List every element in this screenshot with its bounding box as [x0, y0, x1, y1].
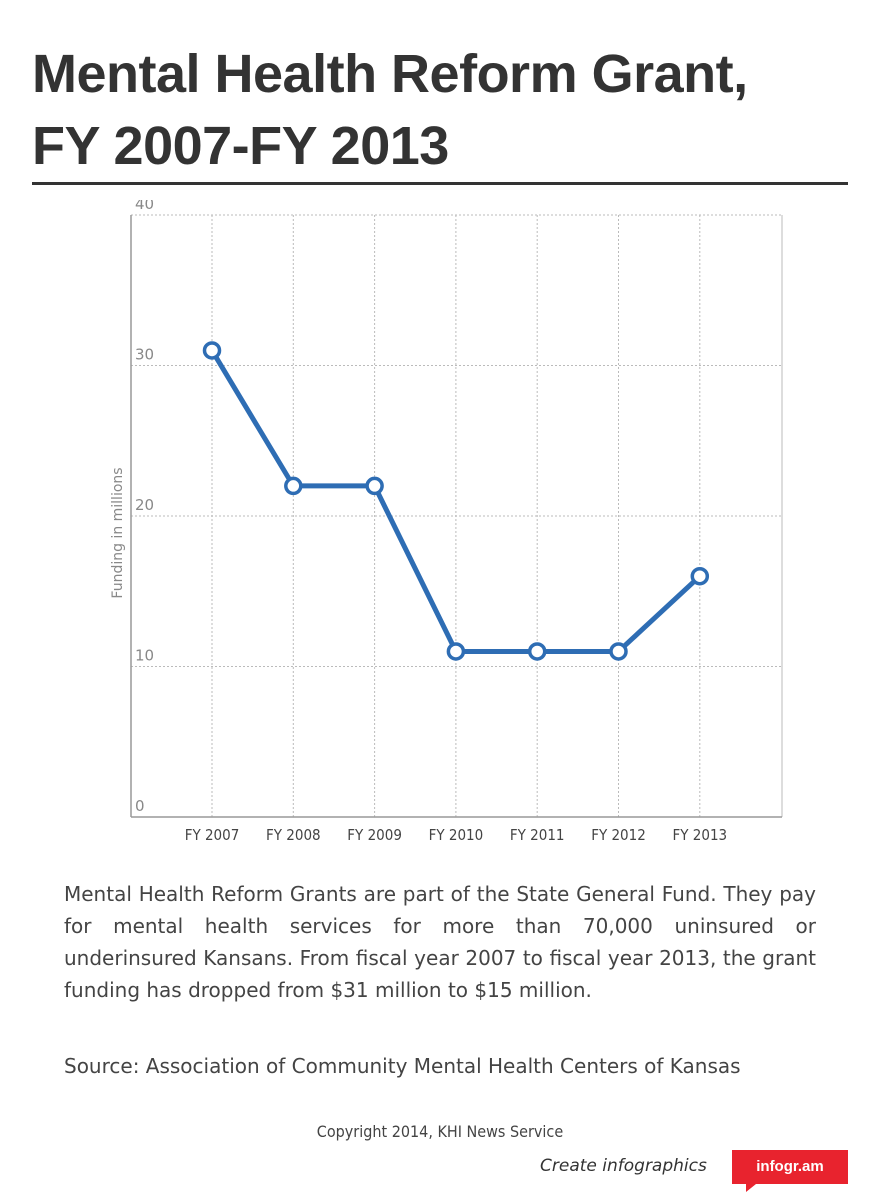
y-axis-label: Funding in millions: [110, 467, 126, 598]
title-divider: [32, 182, 848, 185]
grid-lines: [131, 214, 782, 817]
axes: [130, 214, 783, 818]
create-infographics-link[interactable]: Create infographics: [540, 1156, 707, 1176]
data-point-fy-2012: [609, 642, 628, 661]
x-tick-labels: FY 2007 FY 2008 FY 2009 FY 2010 FY 2011 FY 20…: [185, 826, 727, 844]
description-text: Mental Health Reform Grants are part of …: [64, 882, 816, 1002]
data-point-fy-2009: [365, 476, 384, 496]
data-point-fy-2008: [284, 476, 303, 496]
x-tick-label-5: FY 2012: [591, 826, 646, 844]
x-tick-label-3: FY 2010: [429, 826, 484, 844]
y-tick-labels: 0 10 20 30 40: [135, 200, 154, 815]
x-tick-label-0: FY 2007: [185, 826, 240, 844]
y-tick-label-2: 20: [135, 496, 154, 514]
copyright-text: Copyright 2014, KHI News Service: [316, 1122, 564, 1141]
data-point-fy-2013: [690, 566, 710, 586]
y-tick-label-4: 40: [135, 200, 154, 213]
badge-tail-shape: [746, 1184, 756, 1192]
x-tick-label-6: FY 2013: [672, 826, 727, 844]
y-tick-label-3: 30: [135, 346, 154, 364]
x-tick-label-2: FY 2009: [347, 826, 402, 844]
y-tick-label-1: 10: [135, 647, 154, 665]
chart-title-line-1: Mental Health Reform Grant,: [32, 44, 748, 104]
chart-title: Mental Health Reform Grant, FY 2007-FY 2…: [32, 38, 852, 182]
x-tick-label-1: FY 2008: [266, 826, 321, 844]
footer-branding: Create infographics infogr.am: [540, 1150, 850, 1192]
source-text: Source: Association of Community Mental …: [64, 1054, 741, 1078]
data-point-fy-2007: [202, 341, 222, 360]
data-point-fy-2010: [446, 642, 466, 661]
x-tick-label-4: FY 2011: [510, 826, 565, 844]
chart-title-line-2: FY 2007-FY 2013: [32, 116, 449, 176]
series-group: [202, 341, 710, 661]
y-tick-label-0: 0: [135, 797, 145, 815]
data-point-fy-2011: [527, 642, 547, 661]
infogram-badge[interactable]: infogr.am: [732, 1150, 848, 1184]
